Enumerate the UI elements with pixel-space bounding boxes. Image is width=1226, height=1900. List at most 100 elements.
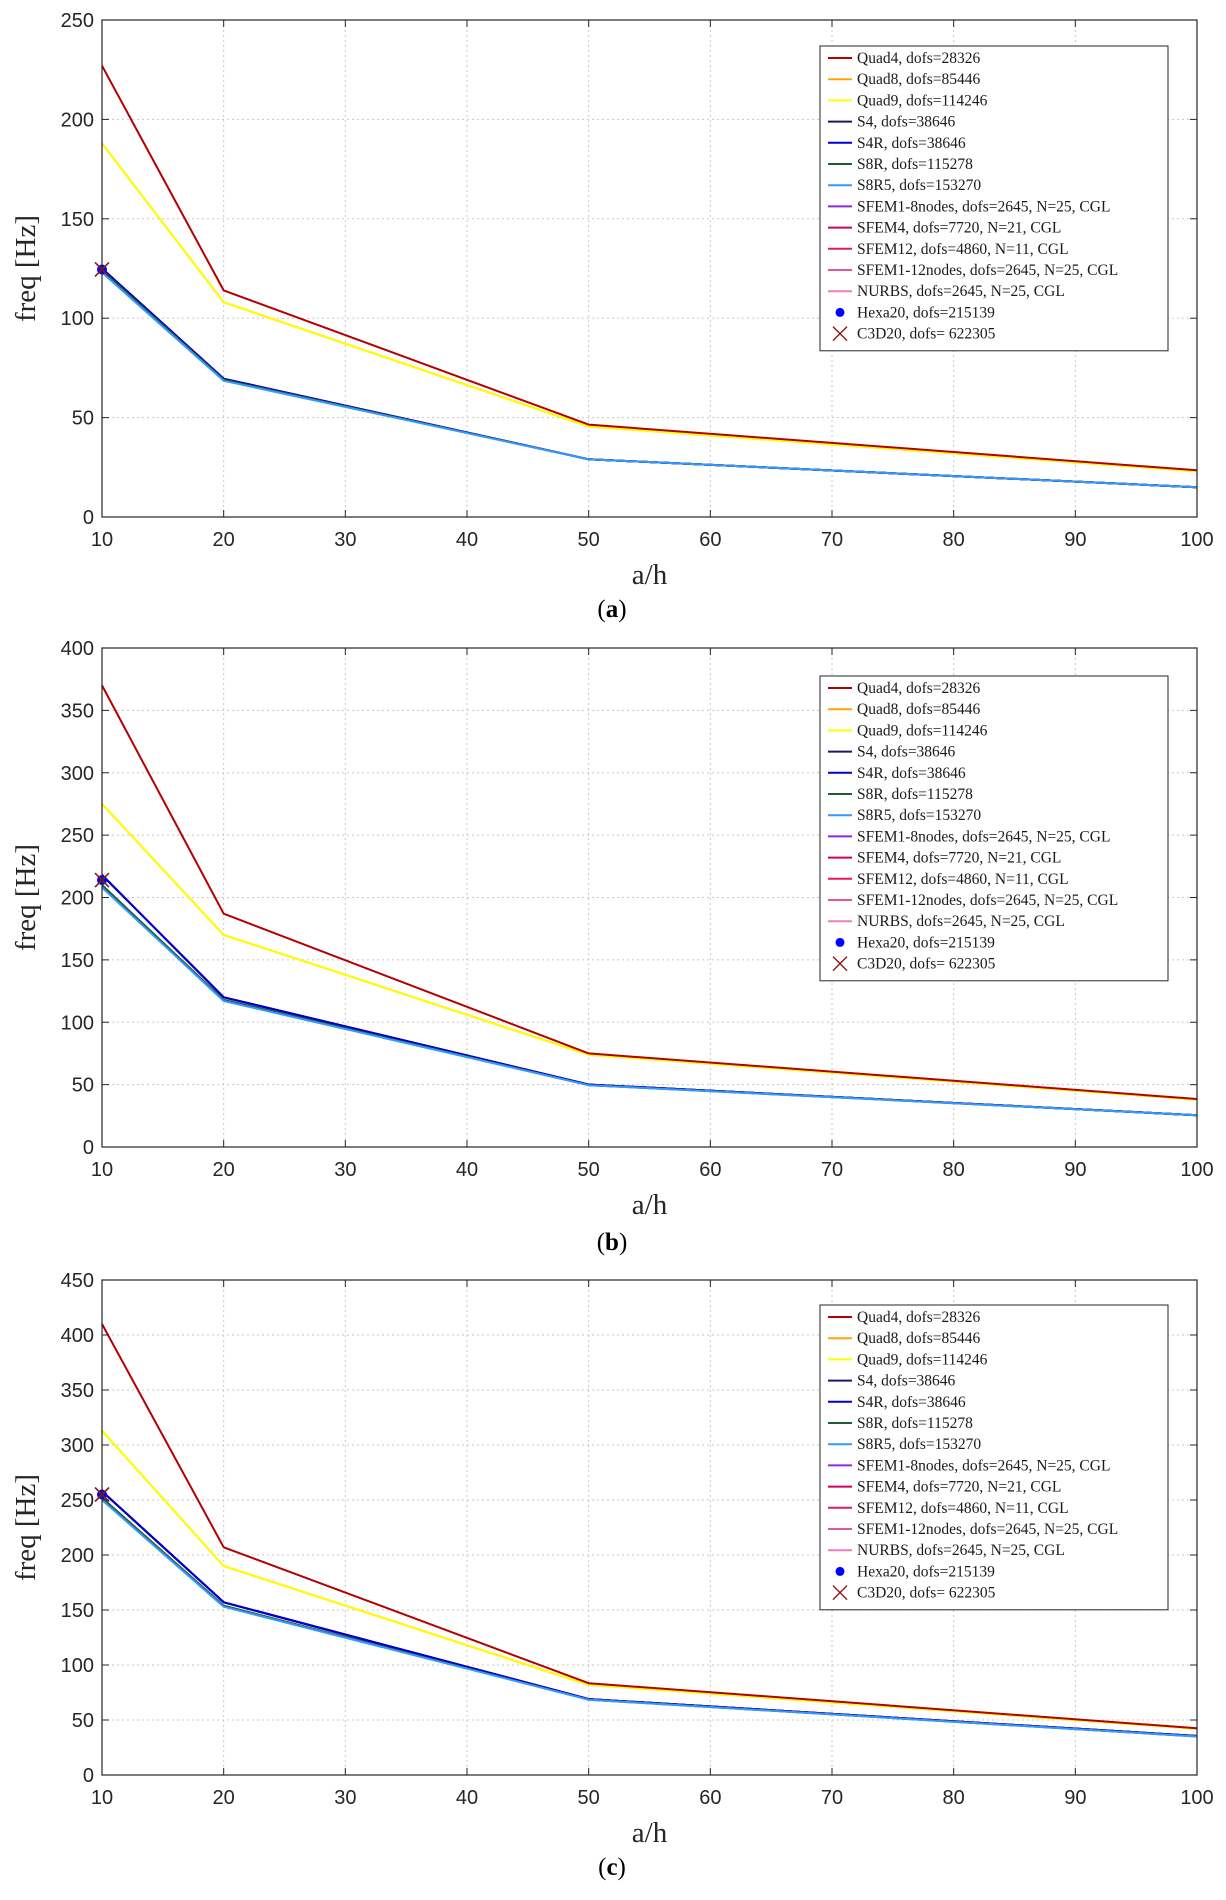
legend-item: NURBS, dofs=2645, N=25, CGL [828,283,1065,300]
panel-label: (c) [598,1854,626,1881]
legend-item: SFEM1-8nodes, dofs=2645, N=25, CGL [828,198,1110,215]
legend-item: S4, dofs=38646 [828,1373,956,1390]
y-tick-label: 100 [61,1012,94,1034]
legend-label: S4R, dofs=38646 [857,765,966,782]
legend-label: Hexa20, dofs=215139 [857,934,995,951]
legend-item: SFEM1-12nodes, dofs=2645, N=25, CGL [828,262,1118,279]
legend-item: S8R5, dofs=153270 [828,177,981,194]
legend-item: Hexa20, dofs=215139 [835,304,995,321]
legend-item: SFEM1-12nodes, dofs=2645, N=25, CGL [828,892,1118,909]
legend-label: Quad8, dofs=85446 [857,701,981,718]
panel-letter: c [606,1854,617,1881]
legend-item: S8R5, dofs=153270 [828,807,981,824]
legend-label: SFEM12, dofs=4860, N=11, CGL [857,241,1069,258]
legend-item: Quad4, dofs=28326 [828,1309,981,1326]
legend-item: Quad4, dofs=28326 [828,50,981,67]
y-tick-label: 350 [61,700,94,722]
legend-item: Hexa20, dofs=215139 [835,934,995,951]
legend-label: SFEM4, dofs=7720, N=21, CGL [857,850,1061,867]
y-tick-label: 200 [61,109,94,131]
legend-label: S4R, dofs=38646 [857,1394,966,1411]
x-tick-label: 10 [91,1159,113,1181]
legend-swatch-dot [835,307,845,317]
legend-item: S4R, dofs=38646 [828,1394,966,1411]
y-axis-label: freq [Hz] [10,1474,42,1581]
legend-item: S4, dofs=38646 [828,114,956,131]
x-tick-label: 90 [1064,529,1086,551]
legend-item: Quad8, dofs=85446 [828,1330,981,1347]
legend-item: S4, dofs=38646 [828,744,956,761]
y-tick-label: 50 [72,1075,94,1097]
x-tick-label: 20 [213,529,235,551]
chart-panel-a: 10 20 30 40 50 60 70 80 90 100 0 50 100 150 200 250 a/h f… [10,10,1214,623]
legend-item: SFEM1-8nodes, dofs=2645, N=25, CGL [828,1457,1110,1474]
x-tick-label: 30 [334,1787,356,1809]
legend-item: S8R, dofs=115278 [828,1415,973,1432]
legend-swatch-dot [835,937,845,947]
legend-label: Quad8, dofs=85446 [857,71,981,88]
legend-label: SFEM1-12nodes, dofs=2645, N=25, CGL [857,892,1118,909]
legend-label: NURBS, dofs=2645, N=25, CGL [857,913,1065,930]
x-tick-label: 50 [578,1159,600,1181]
x-axis-label: a/h [632,1817,668,1849]
legend-label: S4, dofs=38646 [857,744,956,761]
y-tick-label: 0 [83,1137,94,1159]
series-line [101,271,1198,489]
x-tick-label: 60 [699,1159,721,1181]
legend-item: SFEM1-8nodes, dofs=2645, N=25, CGL [828,828,1110,845]
x-tick-label: 80 [943,529,965,551]
x-axis-label: a/h [632,559,668,591]
legend-box [819,675,1169,982]
legend-label: C3D20, dofs= 622305 [857,1585,996,1602]
legend-label: Hexa20, dofs=215139 [857,1563,995,1580]
y-tick-label: 50 [72,1710,94,1732]
x-tick-label: 50 [578,529,600,551]
legend-item: C3D20, dofs= 622305 [832,326,996,343]
legend-item: SFEM4, dofs=7720, N=21, CGL [828,1479,1061,1496]
x-tick-label: 60 [699,1787,721,1809]
x-tick-label: 90 [1064,1787,1086,1809]
chart-panel-c: 10 20 30 40 50 60 70 80 90 100 0 50 100 150 200 250 300 3… [10,1270,1214,1881]
y-tick-label: 300 [61,1435,94,1457]
legend-item: SFEM12, dofs=4860, N=11, CGL [828,1500,1069,1517]
legend-item: Quad9, dofs=114246 [828,92,988,109]
y-tick-label: 0 [83,507,94,529]
legend-item: NURBS, dofs=2645, N=25, CGL [828,1542,1065,1559]
legend-item: SFEM12, dofs=4860, N=11, CGL [828,871,1069,888]
legend-swatch-x [832,1585,848,1601]
legend-label: S8R, dofs=115278 [857,156,973,173]
panel-label: (b) [597,1229,628,1256]
legend-label: Hexa20, dofs=215139 [857,304,995,321]
y-tick-label: 0 [83,1765,94,1787]
x-tick-label: 30 [334,1159,356,1181]
legend-label: NURBS, dofs=2645, N=25, CGL [857,283,1065,300]
legend-item: SFEM4, dofs=7720, N=21, CGL [828,850,1061,867]
series-line [101,65,1198,472]
chart-panel-b: 10 20 30 40 50 60 70 80 90 100 0 50 100 150 200 250 300 3… [10,638,1214,1256]
legend-label: SFEM1-8nodes, dofs=2645, N=25, CGL [857,198,1110,215]
x-tick-label: 90 [1064,1159,1086,1181]
legend-label: Quad8, dofs=85446 [857,1330,981,1347]
legend-item: Hexa20, dofs=215139 [835,1563,995,1580]
legend-item: SFEM1-12nodes, dofs=2645, N=25, CGL [828,1521,1118,1538]
y-axis-label: freq [Hz] [10,844,42,951]
legend-swatch-x [832,956,848,972]
legend-label: C3D20, dofs= 622305 [857,956,996,973]
legend-label: S8R, dofs=115278 [857,1415,973,1432]
legend-item: S8R, dofs=115278 [828,156,973,173]
x-tick-label: 20 [213,1787,235,1809]
legend-item: S4R, dofs=38646 [828,135,966,152]
y-tick-label: 250 [61,1490,94,1512]
legend-label: SFEM1-8nodes, dofs=2645, N=25, CGL [857,828,1110,845]
x-tick-label: 30 [334,529,356,551]
y-tick-label: 200 [61,1545,94,1567]
legend-label: SFEM1-12nodes, dofs=2645, N=25, CGL [857,262,1118,279]
legend-label: SFEM1-12nodes, dofs=2645, N=25, CGL [857,1521,1118,1538]
legend-swatch-x [832,326,848,342]
legend-item: C3D20, dofs= 622305 [832,1585,996,1602]
axes-frame [101,19,1198,518]
legend-box [819,1304,1169,1611]
series-line [101,886,1198,1117]
legend-item: SFEM12, dofs=4860, N=11, CGL [828,241,1069,258]
legend-label: S4R, dofs=38646 [857,135,966,152]
